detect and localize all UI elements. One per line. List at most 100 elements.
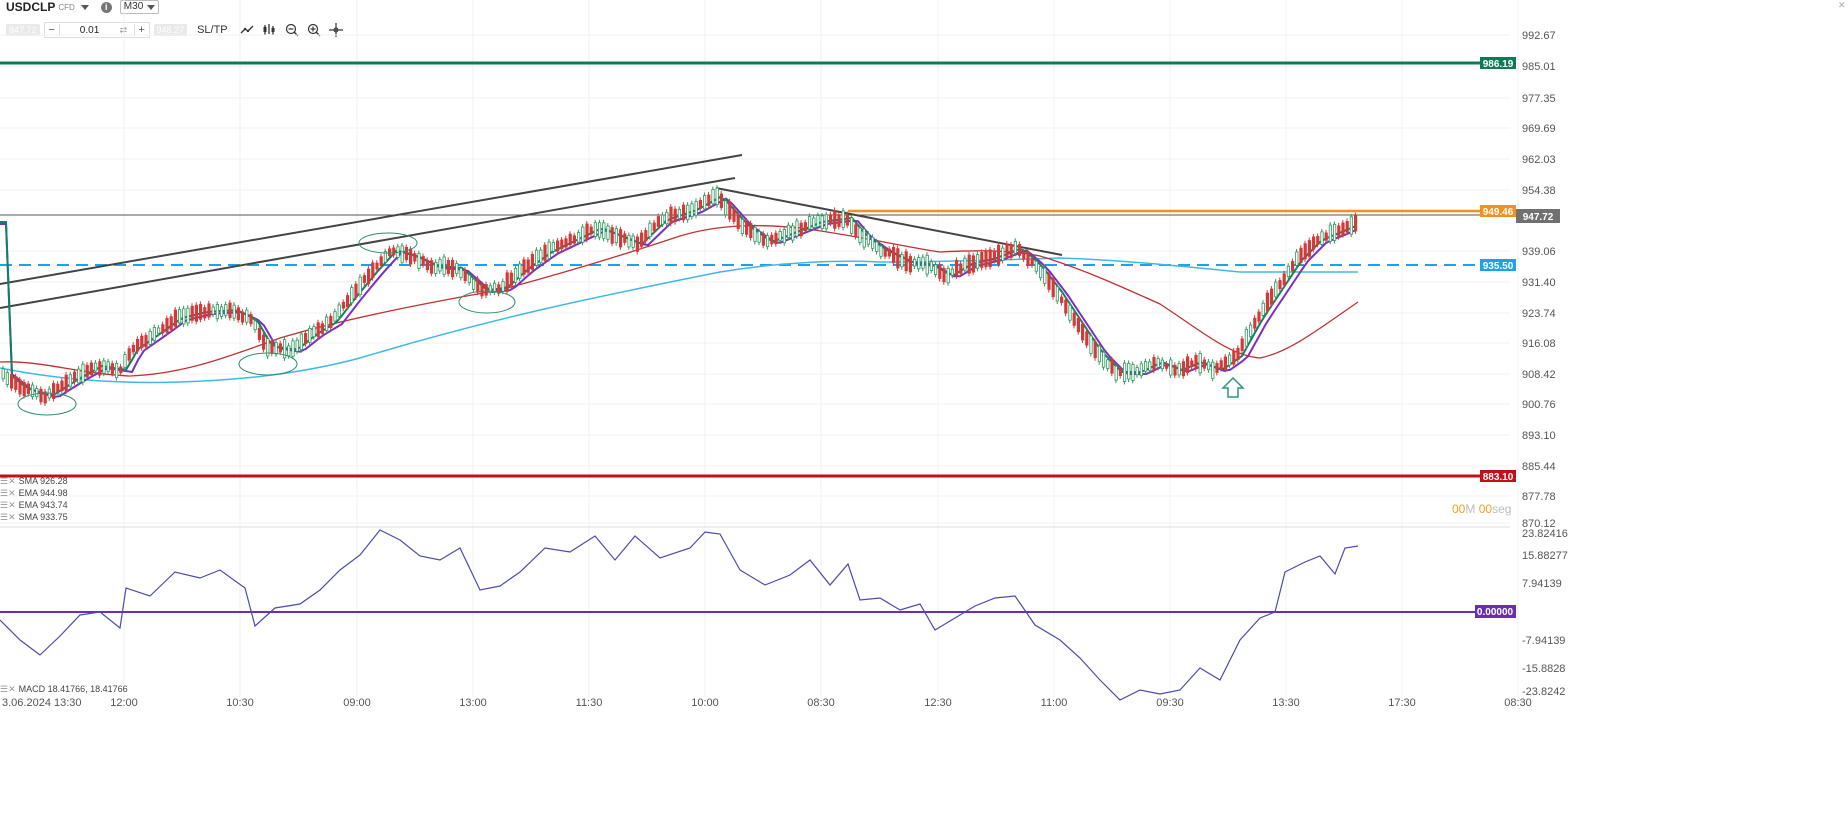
candle-body [879, 245, 883, 257]
time-axis-label: 12:30 [924, 697, 952, 709]
candle-body [329, 315, 333, 328]
candle-body [543, 244, 547, 261]
trendline-descending[interactable] [715, 187, 1063, 256]
time-axis-label: 11:30 [576, 697, 603, 709]
candle-body [614, 228, 619, 244]
candle-body [1165, 363, 1169, 369]
candle-body [829, 214, 833, 224]
candle-body [476, 278, 480, 293]
candle-body [207, 303, 211, 318]
info-icon[interactable]: i [100, 1, 112, 13]
candle-body [652, 222, 656, 232]
candle-body [711, 189, 715, 205]
sltp-button[interactable]: SL/TP [197, 24, 228, 36]
price-tag-green [1480, 57, 1516, 69]
price-tag-red-label: 883.10 [1483, 472, 1514, 483]
candle-body [1152, 356, 1156, 371]
trendline-upper[interactable] [0, 154, 743, 285]
candle-body [249, 314, 253, 325]
candle-body [1001, 247, 1005, 261]
candle-body [35, 388, 39, 398]
trendline-lower[interactable] [0, 177, 736, 309]
candle-body [102, 360, 106, 374]
price-axis[interactable]: 992.67 985.01 977.35 969.69 962.03 954.38 939.… [1522, 30, 1556, 530]
pattern-ellipse[interactable] [358, 232, 418, 254]
buy-button[interactable]: 948.27 [153, 24, 188, 36]
sell-button[interactable]: 947.72 [6, 24, 40, 36]
quantity-input[interactable]: 0.01 [79, 24, 100, 36]
candle-body [799, 222, 803, 237]
candle-body [211, 306, 215, 315]
pattern-ellipse[interactable] [238, 352, 298, 376]
candle-body [934, 264, 938, 275]
decrease-button[interactable]: − [45, 24, 60, 36]
macd-axis[interactable]: 23.82416 15.88277 7.94139 -7.94139 -15.8828 -… [1522, 528, 1568, 698]
time-axis[interactable]: 3.06.2024 13:30 12:00 10:30 09:00 13:00 11:30… [2, 697, 1532, 709]
candle-body [984, 250, 988, 268]
candle-body [665, 211, 669, 225]
candle-body [866, 233, 871, 245]
candle-body [22, 382, 26, 397]
timer-seconds: 00 [1478, 502, 1493, 516]
candle-body [585, 223, 589, 240]
candle-body [1169, 359, 1173, 376]
candle-body [640, 232, 644, 247]
price-axis-label: 969.69 [1522, 123, 1556, 135]
candle-body [404, 246, 409, 261]
candle-body [219, 306, 224, 317]
candle-body [337, 304, 341, 318]
macd-zero-tag [1475, 605, 1516, 618]
candle-body [140, 335, 144, 349]
candle-body [1102, 351, 1106, 368]
line-chart-icon[interactable] [240, 23, 256, 37]
legend-macd[interactable]: ☰✕ MACD 18.41766, 18.41766 [0, 684, 128, 694]
symbol-dropdown-icon[interactable] [80, 4, 89, 10]
candle-body [787, 224, 791, 239]
candle-body [1198, 353, 1202, 374]
time-axis-label: 17:30 [1388, 697, 1416, 709]
swap-icon[interactable]: ⇄ [119, 24, 128, 35]
timer-minutes-unit: M [1465, 502, 1476, 516]
candle-body [745, 220, 749, 235]
legend-sma-1[interactable]: ☰✕ SMA 926.28 [0, 476, 68, 486]
candle-body [1060, 296, 1064, 304]
up-arrow-icon[interactable] [1221, 376, 1245, 398]
candle-body [1093, 341, 1097, 359]
candle-body [677, 208, 682, 220]
candle-body [1131, 364, 1135, 381]
symbol-name[interactable]: USDCLP [6, 0, 56, 14]
candle-body [81, 363, 85, 383]
candle-body [127, 348, 131, 361]
candle-body [387, 248, 392, 256]
candle-body [52, 383, 56, 399]
time-axis-label: 10:30 [226, 697, 254, 709]
legend-ema-1[interactable]: ☰✕ EMA 944.98 [0, 488, 68, 498]
legend-ema-2[interactable]: ☰✕ EMA 943.74 [0, 500, 68, 510]
candle-body [425, 259, 430, 271]
candle-body [156, 327, 161, 334]
pattern-ellipse[interactable] [458, 290, 516, 314]
timeframe-select[interactable]: M30 [119, 0, 160, 14]
candle-body [39, 388, 43, 403]
candle-body [9, 374, 14, 389]
increase-button[interactable]: + [133, 24, 149, 36]
candle-body [1173, 364, 1177, 376]
indicators-icon[interactable] [262, 23, 278, 37]
pattern-ellipse[interactable] [17, 392, 77, 416]
candle-body [673, 208, 677, 223]
candle-body [661, 214, 665, 225]
candle-body [1114, 365, 1118, 381]
current-price-tag [1516, 209, 1560, 223]
candle-body [602, 222, 606, 239]
candle-body [1034, 260, 1038, 272]
legend-sma-2[interactable]: ☰✕ SMA 933.75 [0, 512, 68, 522]
candle-body [1190, 360, 1194, 368]
candle-body [572, 235, 577, 244]
candle-body [1324, 232, 1328, 241]
close-icon[interactable]: ✕ [1838, 0, 1846, 10]
price-tag-blue [1480, 259, 1516, 271]
candle-body [119, 366, 123, 374]
price-tag-red [1480, 470, 1516, 482]
candle-body [198, 303, 203, 320]
